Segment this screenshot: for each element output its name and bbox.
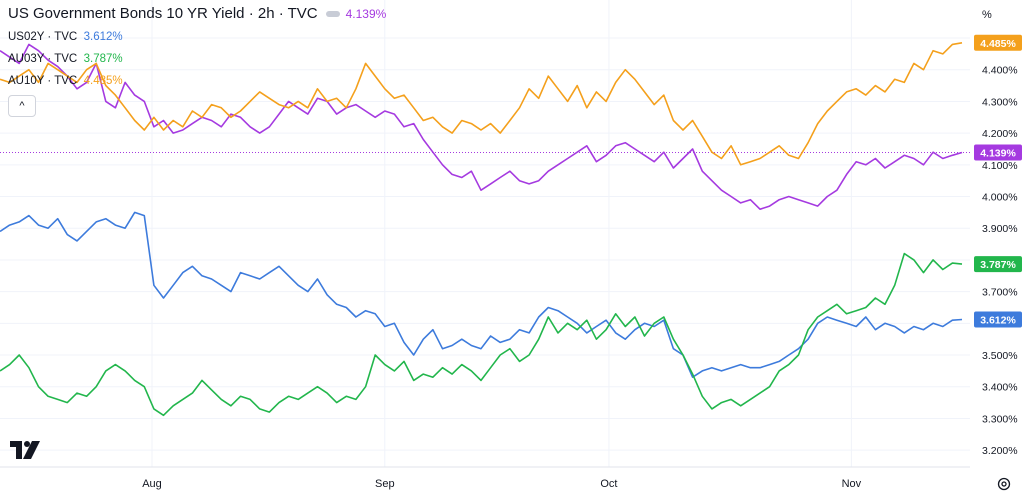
series-layer [0,42,970,417]
main-series-value: 4.139% [345,7,387,21]
last-value-label: 3.787% [980,259,1016,271]
status-dot-icon [325,11,340,18]
series-line-au10y [0,42,963,166]
price-scale-unit[interactable]: % [982,9,992,21]
y-tick-label: 3.300% [982,413,1018,425]
x-tick-label: Nov [842,478,862,490]
last-value-badge [974,34,1022,51]
y-tick-label: 4.200% [982,128,1018,140]
legend-item-au03y[interactable]: AU03Y · TVC 3.787% [8,53,123,65]
chart-title: US Government Bonds 10 YR Yield · 2h · T… [8,5,318,22]
series-line-us02y [0,211,963,379]
last-value-badge [974,256,1022,273]
y-tick-label: 3.900% [982,223,1018,235]
chevron-up-icon: ^ [19,100,25,112]
last-value-label: 3.612% [980,315,1016,327]
y-tick-label: 4.300% [982,96,1018,108]
x-tick-label: Aug [142,478,162,490]
legend-label: AU10Y · TVC [8,75,78,87]
y-tick-label: 3.400% [982,382,1018,394]
grid-layer [0,0,970,467]
series-line-us10y [0,43,963,210]
y-tick-label: 4.000% [982,192,1018,204]
last-value-label: 4.139% [980,147,1016,159]
legend-value: 4.485% [83,75,123,87]
legend-item-us02y[interactable]: US02Y · TVC 3.612% [8,31,123,43]
y-tick-label: 4.400% [982,65,1018,77]
x-tick-label: Oct [600,478,617,490]
last-value-badge [974,144,1022,161]
chart-title-bar: US Government Bonds 10 YR Yield · 2h · T… [8,5,386,22]
last-value-label: 4.485% [980,38,1016,50]
series-line-au03y [0,252,963,417]
settings-gear-icon[interactable] [996,476,1012,492]
y-tick-label: 4.100% [982,160,1018,172]
legend-label: US02Y · TVC [8,31,78,43]
y-tick-label: 3.200% [982,445,1018,457]
x-tick-label: Sep [375,478,395,490]
legend-value: 3.612% [83,31,123,43]
tradingview-logo-icon[interactable] [10,441,42,459]
y-tick-label: 3.700% [982,287,1018,299]
collapse-legend-button[interactable]: ^ [8,95,36,117]
legend-value: 3.787% [83,53,123,65]
price-scale [970,0,1024,498]
legend-item-au10y[interactable]: AU10Y · TVC 4.485% [8,75,123,87]
legend-label: AU03Y · TVC [8,53,78,65]
y-tick-label: 3.500% [982,350,1018,362]
last-value-badge [974,311,1022,328]
